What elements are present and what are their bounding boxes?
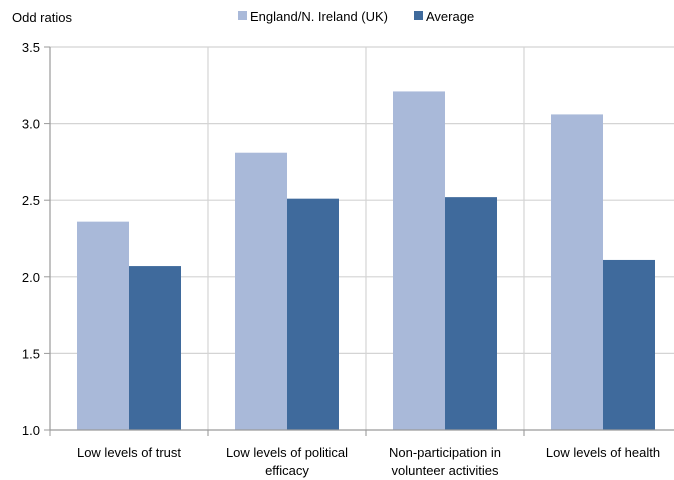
x-tick-labels: Low levels of trust Low levels of politic… <box>77 445 660 478</box>
legend: England/N. Ireland (UK) Average <box>238 9 474 24</box>
legend-swatch-uk <box>238 11 247 20</box>
y-axis-title: Odd ratios <box>12 10 72 25</box>
bar-uk <box>393 91 445 430</box>
y-tick-label: 2.0 <box>22 270 40 285</box>
x-tick-label: Low levels of trust <box>77 445 181 460</box>
bar-uk <box>551 114 603 430</box>
y-tick-label: 3.5 <box>22 40 40 55</box>
bar-uk <box>235 153 287 430</box>
y-tick-label: 1.5 <box>22 346 40 361</box>
x-tick-label: Low levels of health <box>546 445 660 460</box>
x-tick-label: Non-participation in <box>389 445 501 460</box>
bar-average <box>445 197 497 430</box>
y-tick-label: 2.5 <box>22 193 40 208</box>
bar-average <box>603 260 655 430</box>
y-tick-labels: 1.0 1.5 2.0 2.5 3.0 3.5 <box>22 40 40 438</box>
x-tick-label: efficacy <box>265 463 309 478</box>
bar-uk <box>77 222 129 430</box>
legend-label-average: Average <box>426 9 474 24</box>
y-tick-label: 3.0 <box>22 117 40 132</box>
legend-swatch-average <box>414 11 423 20</box>
bar-average <box>129 266 181 430</box>
legend-label-uk: England/N. Ireland (UK) <box>250 9 388 24</box>
y-tick-label: 1.0 <box>22 423 40 438</box>
bar-average <box>287 199 339 430</box>
x-tick-label: Low levels of political <box>226 445 348 460</box>
x-tick-label: volunteer activities <box>392 463 499 478</box>
